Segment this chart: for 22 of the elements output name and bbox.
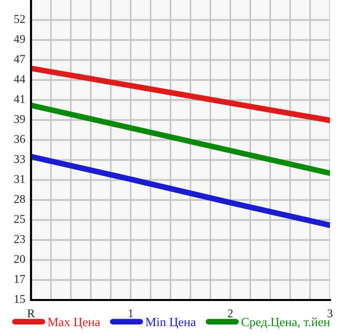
y-tick-label: 25 [14,215,25,223]
legend-label: Max Цена [48,318,100,329]
y-tick-label: 41 [14,95,25,103]
y-tick-label: 52 [14,15,25,23]
y-tick-label: 33 [14,155,25,163]
y-tick-label: 49 [14,35,25,43]
y-tick-label: 23 [14,235,25,243]
legend-label: Сред.Цена, т.йен [242,318,330,329]
y-tick-label: 44 [14,75,26,83]
y-tick-label: 31 [14,175,25,183]
y-tick-label: 36 [14,135,26,143]
x-tick-label: 3 [328,309,332,318]
x-tick-label: R [27,309,35,318]
x-tick-label: 2 [228,309,233,318]
y-tick-label: 17 [14,275,26,283]
y-tick-label: 28 [14,194,25,203]
x-tick-label: 1 [128,309,133,318]
y-tick-label: 47 [14,55,26,63]
y-tick-label: 39 [14,115,25,123]
y-tick-label: 20 [14,254,25,263]
legend-label: Min Цена [146,318,196,329]
y-tick-label: 15 [14,295,25,303]
